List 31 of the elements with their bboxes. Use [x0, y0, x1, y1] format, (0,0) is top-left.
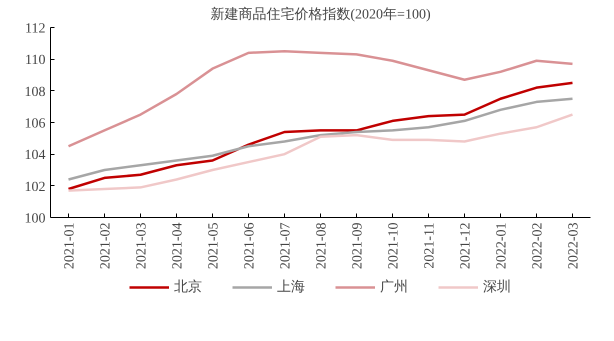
line-series: [67, 113, 574, 192]
y-tick-label: 110: [25, 53, 46, 68]
y-tick-label: 112: [25, 22, 46, 36]
legend-label: 深圳: [483, 278, 511, 296]
x-tick-label: 2021-07: [278, 222, 294, 270]
y-tick-label: 108: [24, 84, 46, 100]
line-series: [67, 82, 574, 190]
x-tick-label: 2021-09: [350, 222, 366, 270]
y-tick-label: 102: [24, 180, 46, 195]
legend-label: 北京: [174, 278, 202, 296]
chart-title: 新建商品住宅价格指数(2020年=100): [210, 6, 431, 22]
x-tick-label: 2021-05: [206, 222, 222, 270]
x-tick-label: 2022-03: [566, 222, 582, 270]
x-tick-label: 2021-02: [98, 222, 114, 270]
x-tick-label: 2021-12: [458, 222, 474, 270]
x-tick-label: 2021-06: [242, 222, 258, 270]
x-tick-label: 2021-01: [62, 222, 78, 270]
x-tick-label: 2021-10: [386, 222, 402, 270]
x-tick-label: 2021-11: [422, 222, 438, 269]
line-series: [67, 50, 574, 148]
x-tick-label: 2021-04: [170, 222, 186, 270]
y-tick-label: 100: [24, 212, 46, 226]
x-tick-label: 2022-01: [494, 222, 510, 270]
y-tick-label: 104: [24, 148, 46, 164]
x-tick-label: 2022-02: [530, 222, 546, 270]
legend-label: 广州: [380, 278, 408, 296]
x-tick-label: 2021-03: [134, 222, 150, 270]
y-tick-label: 106: [24, 116, 46, 132]
line-series: [67, 98, 574, 181]
legend-label: 上海: [277, 278, 305, 296]
x-tick-label: 2021-08: [314, 222, 330, 270]
